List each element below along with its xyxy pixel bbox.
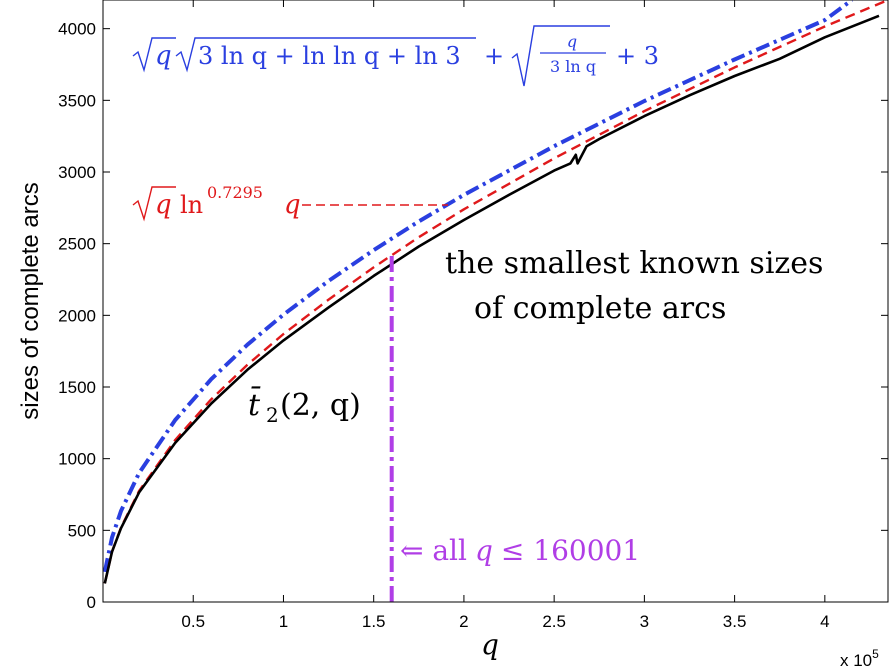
x-tick-label: 1 <box>279 612 288 631</box>
y-axis-label: sizes of complete arcs <box>17 182 44 419</box>
blue-formula-label: q 3 ln q + ln ln q + ln 3 + q 3 ln q + 3 <box>132 25 659 87</box>
y-tick-label: 1000 <box>58 450 96 469</box>
tbar-label: t̄ 2 (2, q) <box>248 385 361 427</box>
series-smallest-known <box>103 14 880 584</box>
svg-text:(2, q): (2, q) <box>280 388 361 423</box>
svg-text:the smallest known sizes: the smallest known sizes <box>445 246 823 281</box>
x-axis-multiplier: x 105 <box>840 647 879 670</box>
y-tick-label: 3000 <box>58 163 96 182</box>
y-tick-label: 1500 <box>58 378 96 397</box>
svg-text:+: + <box>484 42 504 70</box>
svg-text:3 ln q: 3 ln q <box>550 57 596 76</box>
x-axis-label: q <box>481 628 499 661</box>
svg-text:q: q <box>567 32 577 51</box>
svg-text:+ 3: + 3 <box>616 42 659 70</box>
series-layer <box>103 0 888 602</box>
svg-text:0.7295: 0.7295 <box>207 183 263 202</box>
svg-text:2: 2 <box>266 403 279 427</box>
svg-text:q: q <box>155 41 172 71</box>
y-tick-label: 3500 <box>58 91 96 110</box>
svg-text:q: q <box>155 190 172 220</box>
series-upper-bound <box>103 0 854 573</box>
red-formula-label: q ln 0.7295 q <box>132 183 448 222</box>
plot-frame <box>102 0 889 603</box>
x-tick-label: 3 <box>640 612 649 631</box>
x-tick-label: 1.5 <box>362 612 386 631</box>
svg-text:3 ln q + ln ln q + ln 3: 3 ln q + ln ln q + ln 3 <box>198 42 461 70</box>
y-axis-ticks: 0 500 1000 1500 2000 2500 3000 3500 4000 <box>58 20 888 612</box>
x-tick-label: 2 <box>459 612 468 631</box>
svg-text:ln: ln <box>180 191 203 219</box>
y-tick-label: 2000 <box>58 306 96 325</box>
svg-text:q: q <box>284 190 301 220</box>
cutoff-label: ⇐ all q ≤ 160001 <box>400 534 640 567</box>
smallest-known-label: the smallest known sizes of complete arc… <box>445 246 823 326</box>
y-tick-label: 2500 <box>58 235 96 254</box>
svg-text:t̄: t̄ <box>248 385 261 423</box>
y-tick-label: 4000 <box>58 20 96 39</box>
x-axis-ticks: 0.5 1 1.5 2 2.5 3 3.5 4 <box>181 0 830 631</box>
x-tick-label: 4 <box>820 612 829 631</box>
x-tick-label: 0.5 <box>181 612 205 631</box>
y-tick-label: 500 <box>68 521 96 540</box>
svg-text:of complete arcs: of complete arcs <box>474 291 726 326</box>
y-tick-label: 0 <box>87 593 96 612</box>
x-tick-label: 2.5 <box>542 612 566 631</box>
x-tick-label: 3.5 <box>723 612 747 631</box>
